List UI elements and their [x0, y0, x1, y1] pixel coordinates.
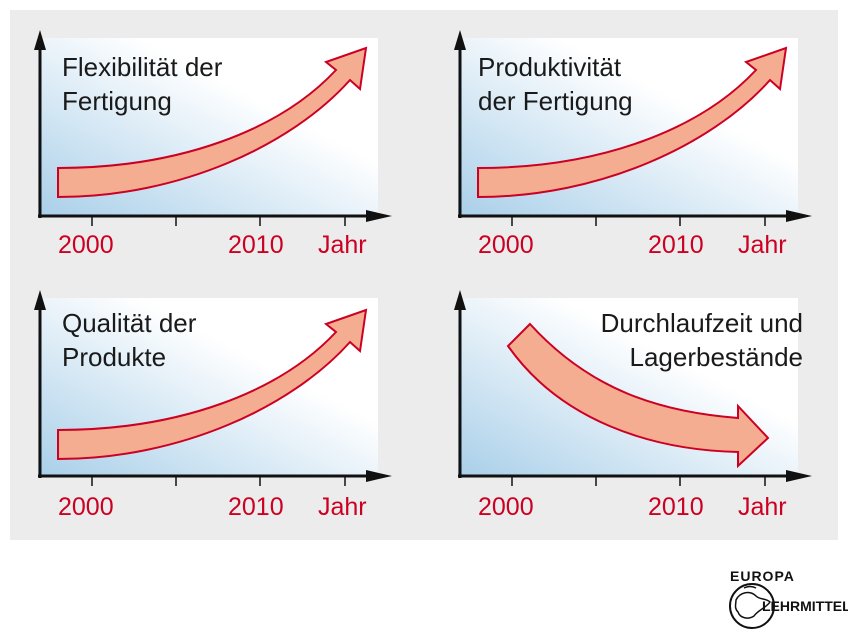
tick-label-2000: 2000 [478, 231, 534, 259]
trend-arrow-up [57, 308, 368, 461]
trend-arrow-up [477, 46, 788, 199]
x-axis-arrowhead [366, 210, 392, 222]
x-axis-arrowhead [786, 470, 812, 482]
tick-label-jahr: Jahr [318, 493, 367, 521]
globe-icon [729, 583, 775, 629]
tick-label-jahr: Jahr [738, 493, 787, 521]
panel-4-title: Durchlaufzeit und Lagerbestände [600, 308, 803, 372]
tick-label-2010: 2010 [228, 231, 284, 259]
panel-1-title: Flexibilität der Fertigung [62, 52, 223, 116]
trend-arrow-up [57, 46, 368, 199]
trend-arrow-down [506, 322, 770, 469]
x-axis-arrowhead [786, 210, 812, 222]
tick-label-2000: 2000 [58, 493, 114, 521]
logo-text-europa: EUROPA [730, 568, 795, 584]
tick-label-2000: 2000 [58, 231, 114, 259]
tick-label-jahr: Jahr [318, 231, 367, 259]
tick-label-jahr: Jahr [738, 231, 787, 259]
tick-label-2010: 2010 [648, 493, 704, 521]
logo-text-lehrmittel: LEHRMITTEL [762, 598, 848, 614]
y-axis-arrowhead [454, 290, 466, 310]
x-axis-arrowhead [366, 470, 392, 482]
europa-lehrmittel-logo: EUROPA LEHRMITTEL [700, 568, 848, 634]
tick-label-2010: 2010 [228, 493, 284, 521]
y-axis-arrowhead [454, 30, 466, 50]
y-axis-arrowhead [34, 30, 46, 50]
y-axis-arrowhead [34, 290, 46, 310]
panel-3-title: Qualität der Produkte [62, 308, 197, 372]
panel-2-title: Produktivität der Fertigung [478, 52, 633, 116]
tick-label-2010: 2010 [648, 231, 704, 259]
tick-label-2000: 2000 [478, 493, 534, 521]
